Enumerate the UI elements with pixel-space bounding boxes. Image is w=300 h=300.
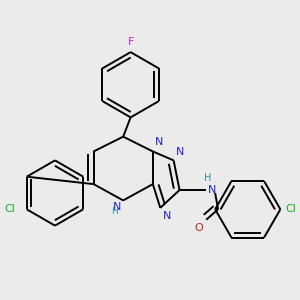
Text: H: H <box>204 172 212 183</box>
Text: Cl: Cl <box>286 204 297 214</box>
Text: F: F <box>128 37 134 47</box>
Text: N: N <box>155 137 164 147</box>
Text: N: N <box>113 202 122 212</box>
Text: Cl: Cl <box>4 204 15 214</box>
Text: N: N <box>163 212 171 221</box>
Text: N: N <box>208 185 216 195</box>
Text: N: N <box>176 147 184 158</box>
Text: O: O <box>194 223 203 233</box>
Text: H: H <box>111 207 118 216</box>
